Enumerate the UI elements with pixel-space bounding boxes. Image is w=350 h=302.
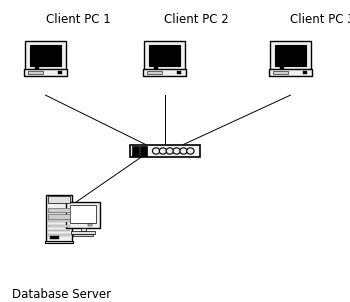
Bar [270,69,312,76]
Bar [47,195,72,242]
Bar [45,241,73,243]
Bar [49,230,70,231]
Circle shape [166,148,174,154]
Bar [303,71,307,73]
Bar [275,45,306,66]
Text: Database Server: Database Server [12,288,111,301]
Bar [280,67,284,69]
Bar [140,146,147,156]
Bar [273,71,288,73]
Bar [144,41,185,71]
Bar [49,208,70,212]
Text: Client PC 3: Client PC 3 [290,13,350,26]
Bar [35,67,38,69]
Text: Client PC 1: Client PC 1 [46,13,110,26]
Bar [49,234,70,236]
Circle shape [159,148,167,154]
Circle shape [152,148,160,154]
Text: Client PC 2: Client PC 2 [164,13,229,26]
Bar [154,67,158,69]
Bar [26,41,66,71]
Circle shape [180,148,187,154]
Bar [50,236,59,239]
Bar [66,202,100,228]
Bar [132,146,139,156]
Bar [147,71,162,73]
Circle shape [187,148,194,154]
Bar [48,196,70,203]
Bar [28,71,43,73]
Bar [49,216,70,217]
Bar [70,205,96,223]
Circle shape [173,148,180,154]
Bar [30,45,61,66]
Bar [49,220,70,222]
Bar [71,231,96,234]
Bar [49,211,70,213]
Bar [73,234,93,236]
Bar [49,225,70,226]
Bar [25,69,66,76]
Bar [80,228,85,231]
Bar [270,41,311,71]
Bar [58,71,62,73]
Bar [144,69,186,76]
Bar [88,224,92,226]
Bar [177,71,181,73]
Bar [130,145,200,157]
Bar [49,214,70,219]
Bar [149,45,180,66]
